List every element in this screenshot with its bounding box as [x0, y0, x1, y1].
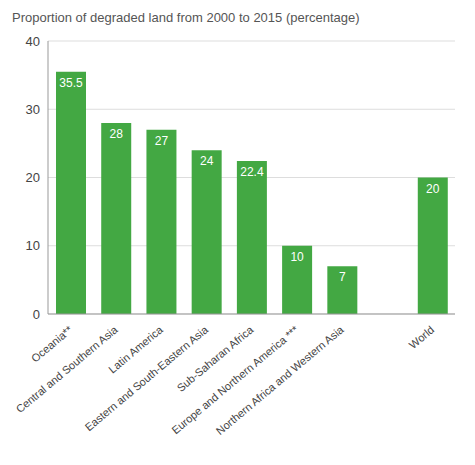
svg-text:10: 10 — [26, 238, 40, 253]
svg-text:7: 7 — [339, 270, 346, 284]
svg-text:World: World — [407, 323, 437, 351]
svg-text:30: 30 — [26, 102, 40, 117]
svg-text:10: 10 — [290, 250, 304, 264]
svg-text:28: 28 — [110, 127, 124, 141]
svg-text:Latin America: Latin America — [106, 323, 165, 376]
svg-text:Europe and Northern America **: Europe and Northern America *** — [169, 323, 301, 437]
svg-text:Eastern and South-Eastern Asia: Eastern and South-Eastern Asia — [82, 323, 211, 434]
svg-text:24: 24 — [200, 154, 214, 168]
svg-text:Oceania**: Oceania** — [29, 323, 75, 364]
svg-text:20: 20 — [26, 170, 40, 185]
svg-text:Northern Africa and Western As: Northern Africa and Western Asia — [214, 323, 347, 437]
html-text:Proportion of degraded land fr: Proportion of degraded land from 2000 to… — [12, 10, 360, 25]
svg-text:27: 27 — [155, 134, 169, 148]
svg-text:Sub-Saharan Africa: Sub-Saharan Africa — [175, 323, 256, 394]
svg-text:0: 0 — [33, 307, 40, 322]
svg-text:Central and Southern Asia: Central and Southern Asia — [14, 323, 121, 415]
svg-text:35.5: 35.5 — [59, 76, 83, 90]
svg-text:22.4: 22.4 — [240, 165, 264, 179]
svg-text:20: 20 — [426, 182, 440, 196]
svg-text:40: 40 — [26, 34, 40, 49]
